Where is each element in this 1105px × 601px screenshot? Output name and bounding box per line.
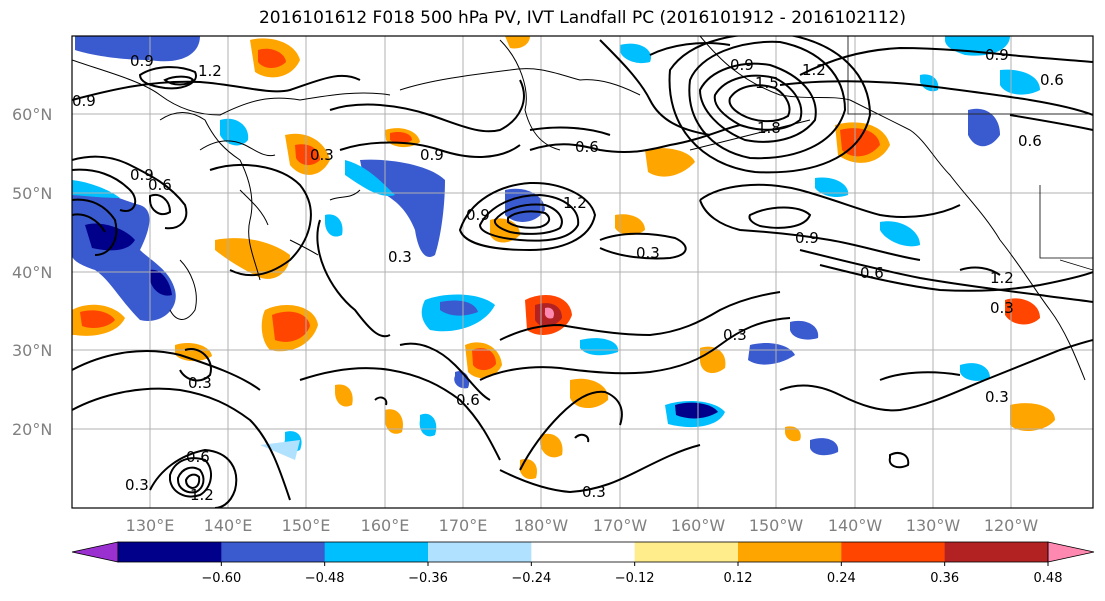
- contour-label: 0.6: [1040, 71, 1064, 89]
- contour-label: 1.8: [757, 119, 781, 137]
- longitude-label: 130°W: [906, 516, 961, 535]
- colorbar-swatch: [428, 542, 532, 562]
- map-frame: [71, 35, 1094, 509]
- colorbar-tick-label: 0.36: [930, 571, 959, 586]
- pv-contours: [72, 36, 1093, 508]
- contour-label: 0.9: [795, 229, 819, 247]
- contour-label: 0.3: [388, 248, 412, 266]
- contour-label: 0.6: [186, 448, 210, 466]
- colorbar-swatch: [531, 542, 636, 562]
- contour-label: 1.2: [802, 61, 826, 79]
- contour-label: 0.6: [148, 176, 172, 194]
- colorbar-swatch: [221, 542, 326, 562]
- colorbar-tick-label: −0.60: [201, 571, 241, 586]
- colorbar-tick-label: −0.36: [408, 571, 448, 586]
- longitude-label: 140°E: [204, 516, 253, 535]
- contour-label: 0.9: [730, 56, 754, 74]
- contour-label: 1.2: [990, 269, 1014, 287]
- latitude-label: 60°N: [12, 105, 52, 124]
- longitude-label: 160°E: [361, 516, 410, 535]
- contour-label: 0.9: [130, 166, 154, 184]
- longitude-label: 170°W: [593, 516, 648, 535]
- contour-label: 1.2: [190, 486, 214, 504]
- contour-label: 0.3: [582, 483, 606, 501]
- longitude-label: 170°E: [439, 516, 488, 535]
- contour-label: 0.6: [575, 138, 599, 156]
- contour-label: 0.9: [466, 206, 490, 224]
- latitude-label: 40°N: [12, 263, 52, 282]
- colorbar: −0.60 −0.48 −0.36 −0.24 −0.12 0.12 0.24 0.36 0.4…: [71, 541, 1095, 586]
- colorbar-tick-label: −0.24: [511, 571, 551, 586]
- colorbar-swatch: [944, 542, 1049, 562]
- contour-label: 1.2: [198, 62, 222, 80]
- latitude-label: 20°N: [12, 420, 52, 439]
- longitude-label: 120°W: [984, 516, 1039, 535]
- longitude-label: 180°W: [514, 516, 569, 535]
- contour-label: 0.6: [860, 264, 884, 282]
- longitude-label: 140°W: [828, 516, 883, 535]
- contour-label: 0.9: [985, 46, 1009, 64]
- contour-label: 0.3: [310, 146, 334, 164]
- contour-label: 0.9: [130, 52, 154, 70]
- contour-label: 0.3: [985, 388, 1009, 406]
- colorbar-swatch: [324, 542, 429, 562]
- colorbar-tick-label: 0.48: [1034, 571, 1063, 586]
- latitude-label: 30°N: [12, 341, 52, 360]
- contour-label: 0.3: [990, 299, 1014, 317]
- colorbar-tick-label: −0.48: [305, 571, 345, 586]
- contour-label: 0.6: [456, 391, 480, 409]
- contour-labels: 0.9 1.2 0.9 0.3 0.9 0.9 0.6 0.9 1.2 0.3 …: [72, 46, 1064, 504]
- contour-label: 1.2: [563, 194, 587, 212]
- contour-label: 0.3: [188, 374, 212, 392]
- contour-label: 0.3: [723, 326, 747, 344]
- colorbar-swatch: [634, 542, 739, 562]
- colorbar-swatch: [841, 542, 946, 562]
- contour-label: 0.9: [420, 146, 444, 164]
- colorbar-tick-label: 0.12: [724, 571, 753, 586]
- colorbar-extend-low: [71, 541, 119, 563]
- colorbar-tick-label: −0.12: [615, 571, 655, 586]
- longitude-label: 150°W: [749, 516, 804, 535]
- contour-label: 1.5: [755, 74, 779, 92]
- map-title: 2016101612 F018 500 hPa PV, IVT Landfall…: [258, 8, 906, 28]
- colorbar-tick-label: 0.24: [827, 571, 856, 586]
- contour-label: 0.3: [125, 476, 149, 494]
- latitude-label: 50°N: [12, 184, 52, 203]
- contour-label: 0.6: [1018, 132, 1042, 150]
- latitude-labels: 60°N 50°N 40°N 30°N 20°N: [12, 105, 52, 439]
- colorbar-extend-high: [1047, 541, 1095, 563]
- colorbar-swatch: [738, 542, 842, 562]
- longitude-label: 130°E: [126, 516, 175, 535]
- contour-label: 0.3: [636, 244, 660, 262]
- colorbar-outline: [117, 541, 1049, 563]
- longitude-label: 160°W: [671, 516, 726, 535]
- longitude-label: 150°E: [282, 516, 331, 535]
- contour-label: 0.9: [72, 92, 96, 110]
- longitude-labels: 130°E 140°E 150°E 160°E 170°E 180°W 170°…: [126, 516, 1039, 535]
- colorbar-swatch: [118, 542, 222, 562]
